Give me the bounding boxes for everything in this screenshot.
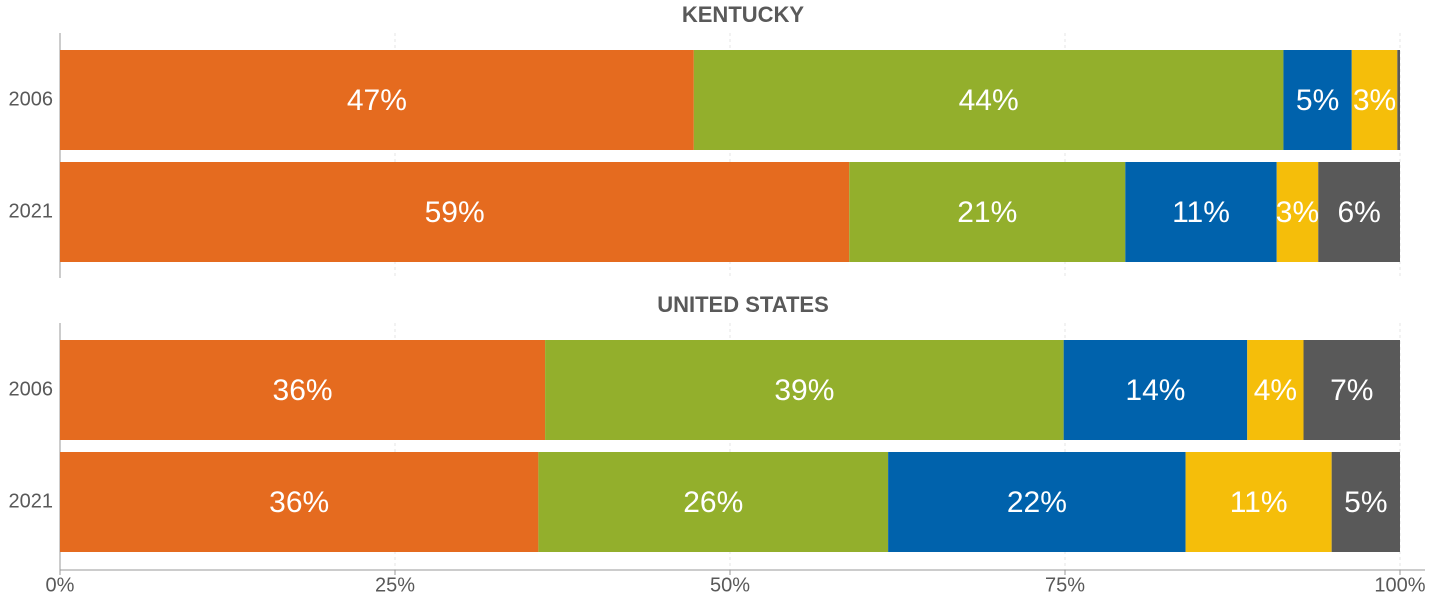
- data-label: 39%: [774, 374, 834, 407]
- panel-title: KENTUCKY: [682, 2, 805, 27]
- bar-segment: [1397, 50, 1400, 150]
- data-label: 3%: [1276, 196, 1319, 229]
- bar-segment: [1351, 50, 1398, 150]
- data-label: 14%: [1125, 374, 1185, 407]
- data-label: 26%: [683, 486, 743, 519]
- bar-segment: [1125, 162, 1277, 262]
- bar-segment: [60, 340, 546, 440]
- data-label: 22%: [1007, 486, 1067, 519]
- x-tick-label: 50%: [710, 574, 750, 596]
- bar-segment: [693, 50, 1284, 150]
- data-label: 7%: [1330, 374, 1373, 407]
- panel-title: UNITED STATES: [657, 292, 829, 317]
- data-label: 47%: [347, 84, 407, 117]
- data-label: 11%: [1172, 196, 1230, 229]
- y-tick-label: 2021: [9, 490, 54, 512]
- data-label: 21%: [957, 196, 1017, 229]
- data-label: 36%: [273, 374, 333, 407]
- bar-segment: [1063, 340, 1248, 440]
- data-label: 5%: [1296, 84, 1339, 117]
- data-label: 3%: [1353, 84, 1396, 117]
- data-label: 44%: [959, 84, 1019, 117]
- bar-segment: [1185, 452, 1332, 552]
- y-tick-label: 2021: [9, 200, 54, 222]
- x-tick-label: 100%: [1374, 574, 1425, 596]
- bar-segment: [545, 340, 1064, 440]
- x-tick-label: 25%: [375, 574, 415, 596]
- data-label: 4%: [1254, 374, 1297, 407]
- data-label: 6%: [1337, 196, 1380, 229]
- bar-segment: [60, 50, 694, 150]
- bar-segment: [849, 162, 1126, 262]
- data-label: 36%: [269, 486, 329, 519]
- bar-segment: [60, 162, 850, 262]
- data-label: 59%: [425, 196, 485, 229]
- bar-segment: [60, 452, 539, 552]
- bar-segment: [888, 452, 1186, 552]
- bar-segment: [1303, 340, 1400, 440]
- bar-segment: [1276, 162, 1319, 262]
- bar-segment: [1283, 50, 1352, 150]
- x-tick-label: 0%: [46, 574, 75, 596]
- bar-segment: [1331, 452, 1400, 552]
- x-tick-label: 75%: [1045, 574, 1085, 596]
- data-label: 5%: [1344, 486, 1387, 519]
- bar-segment: [538, 452, 889, 552]
- bar-segment: [1247, 340, 1304, 440]
- bar-segment: [1318, 162, 1400, 262]
- y-tick-label: 2006: [9, 378, 54, 400]
- data-label: 11%: [1230, 486, 1288, 519]
- y-tick-label: 2006: [9, 88, 54, 110]
